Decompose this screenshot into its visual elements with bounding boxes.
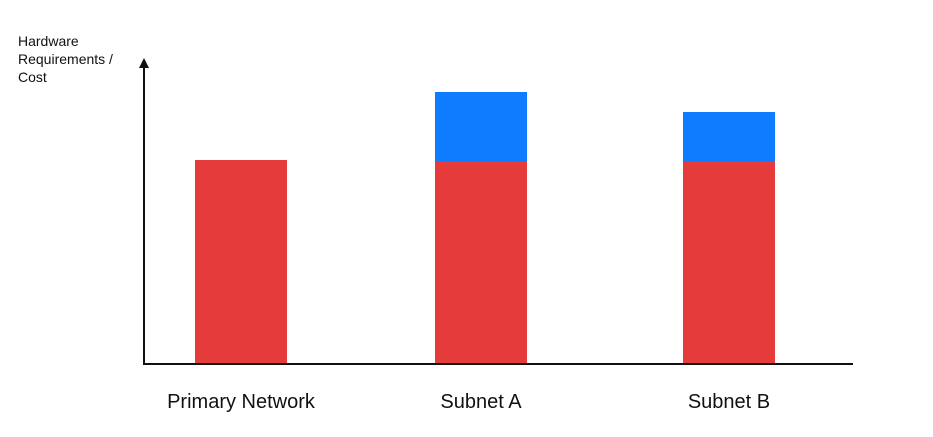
y-axis-label: Hardware Requirements / Cost [18, 33, 113, 85]
x-tick-label: Primary Network [167, 391, 315, 413]
bar-segment [683, 161, 775, 364]
bar-segment [435, 92, 527, 161]
x-tick-label: Subnet B [687, 391, 771, 413]
bar-segment [435, 161, 527, 364]
y-axis-arrow [139, 58, 149, 68]
x-tick-label: Subnet A [440, 391, 522, 413]
bar-segment [683, 112, 775, 161]
bar-segment [195, 160, 287, 364]
